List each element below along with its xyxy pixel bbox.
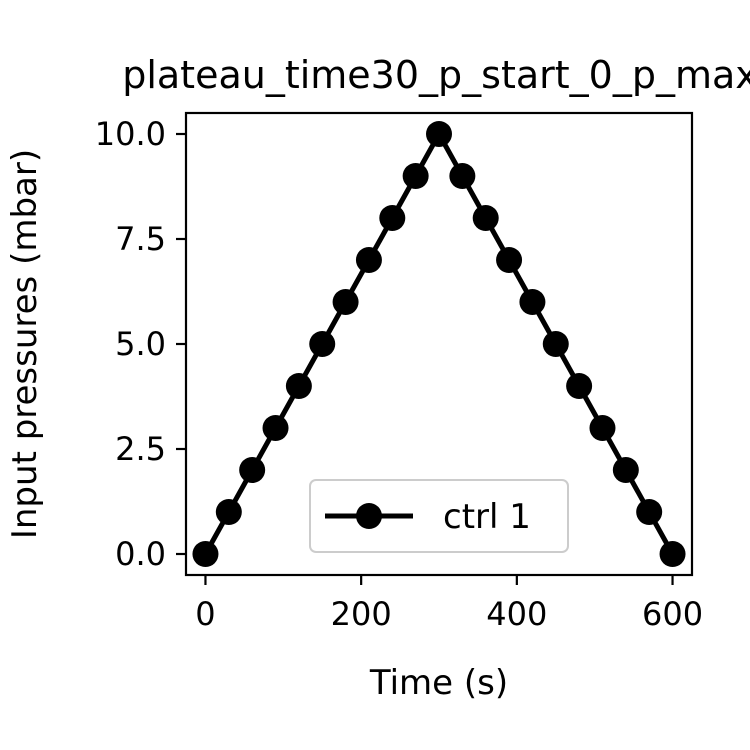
series-markers-ctrl-1 [192,121,686,567]
data-point-marker [379,205,406,231]
y-tick-label: 5.0 [115,325,166,363]
data-point-marker [309,331,336,357]
legend-marker-sample [356,503,382,529]
legend-box [309,479,569,553]
data-point-marker [519,289,546,315]
y-tick-label: 7.5 [115,220,166,258]
data-point-marker [215,499,242,525]
plot-frame [184,111,694,577]
plot-area [192,121,686,567]
x-tick-label: 200 [331,595,392,633]
data-point-marker [262,415,289,441]
data-point-marker [589,415,616,441]
data-point-marker [496,247,523,273]
data-point-marker [659,541,686,567]
data-point-marker [636,499,663,525]
x-axis-label: Time (s) [369,663,508,703]
y-axis-ticks: 0.0 2.5 5.0 7.5 10.0 [95,115,186,573]
y-tick-label: 10.0 [95,115,166,153]
data-point-marker [239,457,266,483]
data-point-marker [566,373,593,399]
data-point-marker [192,541,219,567]
legend: ctrl 1 [309,479,569,553]
data-point-marker [612,457,639,483]
x-tick-label: 400 [486,595,547,633]
data-point-marker [355,247,382,273]
data-point-marker [472,205,499,231]
data-point-marker [402,163,429,189]
legend-label-ctrl-1: ctrl 1 [443,497,531,537]
data-point-marker [332,289,359,315]
y-tick-label: 0.0 [115,535,166,573]
y-tick-label: 2.5 [115,430,166,468]
x-tick-label: 600 [642,595,703,633]
data-point-marker [449,163,476,189]
data-point-marker [285,373,312,399]
y-axis-label: Input pressures (mbar) [5,149,45,539]
x-axis-ticks: 0 200 400 600 [195,575,703,633]
data-point-marker [426,121,452,147]
data-point-marker [542,331,569,357]
x-tick-label: 0 [195,595,215,633]
chart-title: plateau_time30_p_start_0_p_max [122,53,750,97]
